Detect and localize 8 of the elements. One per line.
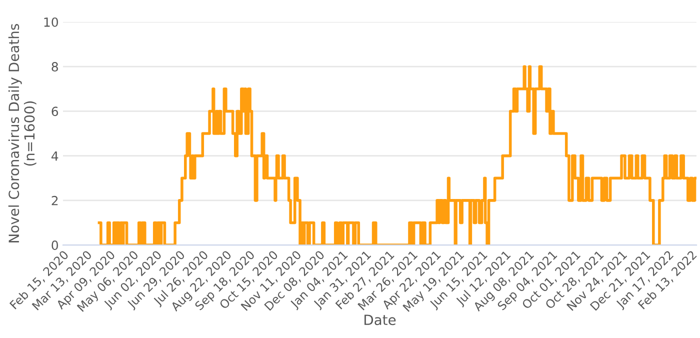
y-tick-label: 0 xyxy=(52,240,58,250)
y-axis-title: Novel Coronavirus Daily Deaths (n=1600) xyxy=(8,24,36,242)
y-tick-label: 2 xyxy=(52,196,58,206)
y-tick-label: 6 xyxy=(52,106,58,116)
y-tick-label: 10 xyxy=(44,17,58,27)
x-axis-title: Date xyxy=(364,314,396,326)
y-tick-label: 8 xyxy=(52,62,58,72)
y-tick-label: 4 xyxy=(51,151,58,161)
